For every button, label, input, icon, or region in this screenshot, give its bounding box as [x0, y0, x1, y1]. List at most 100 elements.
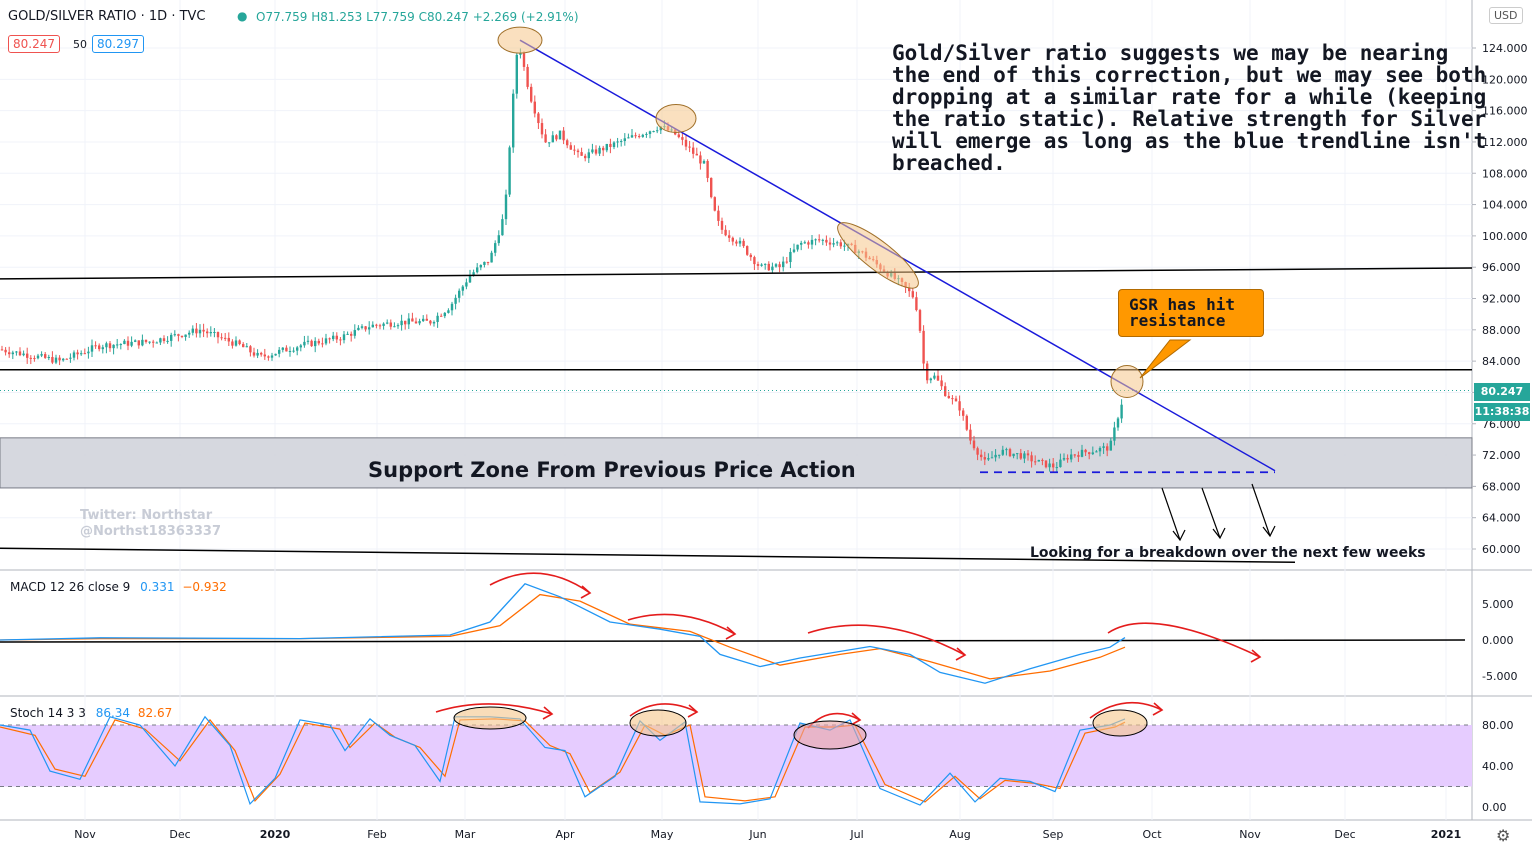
candle-body [947, 395, 950, 399]
candle-body [1008, 449, 1012, 457]
candle-body [281, 347, 284, 350]
candle-body [915, 297, 918, 311]
candle-body [818, 239, 821, 241]
candle-body [94, 345, 97, 347]
candle-body [983, 457, 986, 460]
breakdown-arrow [1201, 487, 1221, 539]
candle-body [1034, 461, 1037, 463]
candle-body [1005, 449, 1008, 451]
momentum-arc-arrow [1107, 622, 1261, 658]
candle-body [1052, 463, 1055, 468]
candle-body [760, 264, 763, 266]
candle-body [119, 344, 122, 346]
candle-body [1016, 453, 1019, 455]
candle-body [792, 249, 796, 252]
candle-body [332, 335, 335, 340]
candle-body [324, 338, 328, 344]
candle-body [144, 339, 148, 342]
x-tick-label: Nov [74, 828, 96, 841]
candle-body [764, 263, 767, 265]
candle-body [684, 139, 688, 147]
candle-body [90, 345, 94, 352]
candle-body [821, 239, 824, 241]
breakdown-arrowhead [1262, 525, 1276, 538]
macd-y-tick-label: -5.000 [1482, 670, 1517, 683]
candle-body [958, 401, 961, 411]
momentum-arc-arrow [627, 613, 736, 635]
candle-body [386, 322, 389, 324]
x-tick-label: Dec [1334, 828, 1355, 841]
y-tick-label: 92.000 [1482, 293, 1521, 306]
settings-gear-icon[interactable]: ⚙ [1496, 826, 1511, 845]
x-tick-label: May [651, 828, 674, 841]
candle-body [83, 353, 86, 355]
candle-body [724, 229, 727, 236]
candle-body [425, 318, 428, 321]
candle-body [80, 353, 83, 355]
macd-legend[interactable]: MACD 12 26 close 9 0.331 −0.932 [10, 580, 227, 594]
candle-body [256, 352, 259, 356]
candle-body [148, 341, 151, 343]
x-tick-label: Jun [748, 828, 766, 841]
candle-body [972, 440, 976, 449]
candle-body [936, 375, 940, 381]
candle-body [767, 263, 770, 271]
candle-body [310, 340, 313, 347]
candle-body [533, 101, 536, 114]
candle-body [537, 113, 540, 124]
candle-body [609, 143, 612, 148]
candle-body [645, 133, 648, 135]
candle-body [400, 320, 403, 326]
candle-body [191, 328, 194, 333]
candle-body [980, 454, 983, 458]
candle-body [688, 146, 691, 148]
candle-body [483, 261, 486, 265]
y-tick-label: 124.000 [1482, 42, 1528, 55]
momentum-arrowhead [580, 585, 592, 599]
bid-price[interactable]: 80.247 [8, 35, 60, 53]
candle-body [328, 338, 331, 340]
candle-body [393, 326, 396, 328]
breakdown-arrowhead [1212, 527, 1226, 540]
currency-label[interactable]: USD [1489, 7, 1523, 24]
candle-body [170, 334, 173, 341]
candle-body [620, 141, 623, 143]
candle-body [922, 330, 925, 364]
candle-body [72, 352, 76, 358]
symbol-title[interactable]: GOLD/SILVER RATIO · 1D · TVC [8, 9, 206, 24]
candle-body [803, 242, 806, 244]
candle-body [998, 454, 1001, 456]
candle-body [699, 155, 702, 164]
candle-body [65, 358, 68, 360]
momentum-arrowhead [542, 706, 554, 720]
candle-body [465, 282, 468, 287]
candle-body [15, 351, 18, 353]
candle-body [1102, 446, 1105, 448]
candle-body [591, 149, 594, 153]
candle-body [40, 354, 43, 356]
candle-body [580, 152, 583, 156]
candle-body [353, 330, 356, 336]
stoch-legend[interactable]: Stoch 14 3 3 86.34 82.67 [10, 706, 172, 720]
stoch-y-tick-label: 40.00 [1482, 760, 1514, 773]
status-dot-icon: ● [237, 9, 248, 23]
candle-body [1080, 449, 1084, 457]
candle-body [11, 352, 14, 355]
y-tick-label: 104.000 [1482, 199, 1528, 212]
stoch-k-value: 86.34 [95, 706, 131, 720]
candle-body [832, 243, 835, 245]
candle-body [346, 333, 349, 335]
candle-body [51, 357, 54, 363]
candle-body [220, 337, 223, 339]
x-tick-label: 2020 [260, 828, 291, 841]
candle-body [429, 320, 432, 324]
x-tick-label: Nov [1239, 828, 1261, 841]
candle-body [594, 149, 598, 154]
candle-body [735, 241, 738, 244]
candle-body [512, 93, 515, 148]
ask-price[interactable]: 80.297 [92, 35, 144, 53]
candle-body [652, 131, 655, 133]
candle-body [753, 257, 756, 265]
candle-body [288, 351, 292, 353]
candle-body [569, 145, 572, 150]
